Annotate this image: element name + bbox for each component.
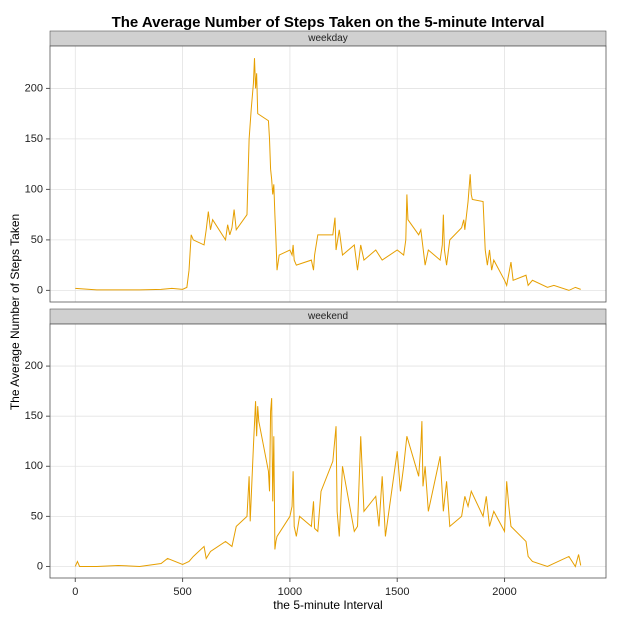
data-line [74, 398, 582, 568]
x-tick-label: 2000 [492, 586, 516, 598]
panel-background [50, 324, 606, 578]
y-tick-label: 50 [31, 234, 43, 246]
y-axis-title: The Average Number of Steps Taken [8, 214, 22, 410]
panel-border [49, 323, 607, 579]
x-tick-label: 500 [173, 586, 191, 598]
chart-title: The Average Number of Steps Taken on the… [112, 14, 545, 31]
y-tick-label: 150 [25, 133, 43, 145]
y-tick-label: 200 [25, 360, 43, 372]
data-line [75, 58, 581, 291]
y-tick-label: 50 [31, 510, 43, 522]
y-tick-label: 100 [25, 183, 43, 195]
y-tick-label: 100 [25, 460, 43, 472]
y-tick-label: 0 [37, 560, 43, 572]
strip-label: weekday [307, 33, 347, 44]
strip-label: weekend [307, 311, 348, 322]
y-tick-label: 200 [25, 82, 43, 94]
y-tick-label: 150 [25, 410, 43, 422]
panel-border [49, 45, 607, 303]
y-tick-label: 0 [37, 284, 43, 296]
x-tick-label: 1500 [385, 586, 409, 598]
x-tick-label: 0 [72, 586, 78, 598]
x-axis-title: the 5-minute Interval [273, 598, 382, 612]
panel-background [50, 46, 606, 302]
x-tick-label: 1000 [278, 586, 302, 598]
